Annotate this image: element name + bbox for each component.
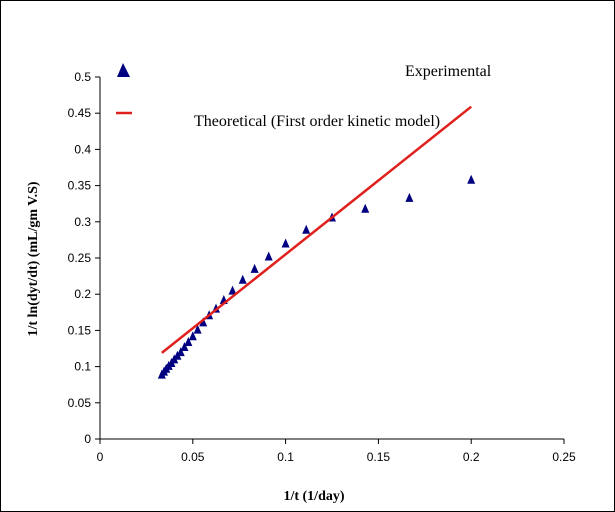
y-tick-label: 0.5 [74, 70, 91, 84]
y-tick-label: 0.45 [68, 106, 92, 120]
y-tick-label: 0.15 [68, 323, 92, 337]
legend: Experimental Theoretical (First order ki… [116, 63, 492, 130]
axes [95, 76, 565, 444]
experimental-point [302, 224, 311, 234]
x-tick-label: 0 [97, 450, 104, 464]
experimental-point [281, 238, 290, 248]
x-tick-label: 0.1 [277, 450, 294, 464]
experimental-point [193, 324, 202, 334]
x-axis-title: 1/t (1/day) [283, 489, 344, 504]
experimental-point [238, 274, 247, 284]
x-tick-label: 0.25 [552, 450, 576, 464]
tick-labels: 0 0.05 0.1 0.15 0.2 0.25 0.3 0.35 0.4 0.45 0.5 0 0.0… [68, 70, 576, 464]
legend-label-theoretical: Theoretical (First order kinetic model) [194, 113, 440, 130]
y-tick-label: 0 [84, 432, 91, 446]
theoretical-fit-line [161, 105, 472, 354]
y-tick-label: 0.1 [74, 360, 91, 374]
experimental-point [250, 263, 259, 273]
experimental-point [361, 203, 370, 213]
y-axis-title: 1/t ln(dyt/dt) (mL/gm V.S) [26, 181, 41, 336]
experimental-point [467, 174, 476, 184]
y-tick-label: 0.35 [68, 179, 92, 193]
plot-area [157, 105, 476, 379]
y-tick-label: 0.4 [74, 142, 91, 156]
experimental-point [405, 192, 414, 202]
y-tick-label: 0.05 [68, 396, 92, 410]
y-tick-label: 0.25 [68, 251, 92, 265]
x-tick-label: 0.05 [181, 450, 205, 464]
experimental-point [228, 285, 237, 295]
experimental-point [184, 336, 193, 346]
experimental-point [264, 251, 273, 261]
experimental-point [188, 331, 197, 341]
experimental-point [176, 347, 185, 357]
legend-marker-experimental [117, 63, 130, 77]
y-tick-label: 0.2 [74, 287, 91, 301]
legend-label-experimental: Experimental [405, 63, 492, 80]
x-tick-label: 0.15 [367, 450, 391, 464]
y-tick-label: 0.3 [74, 215, 91, 229]
x-tick-label: 0.2 [463, 450, 480, 464]
experimental-point [199, 317, 208, 327]
experimental-point [180, 342, 189, 352]
